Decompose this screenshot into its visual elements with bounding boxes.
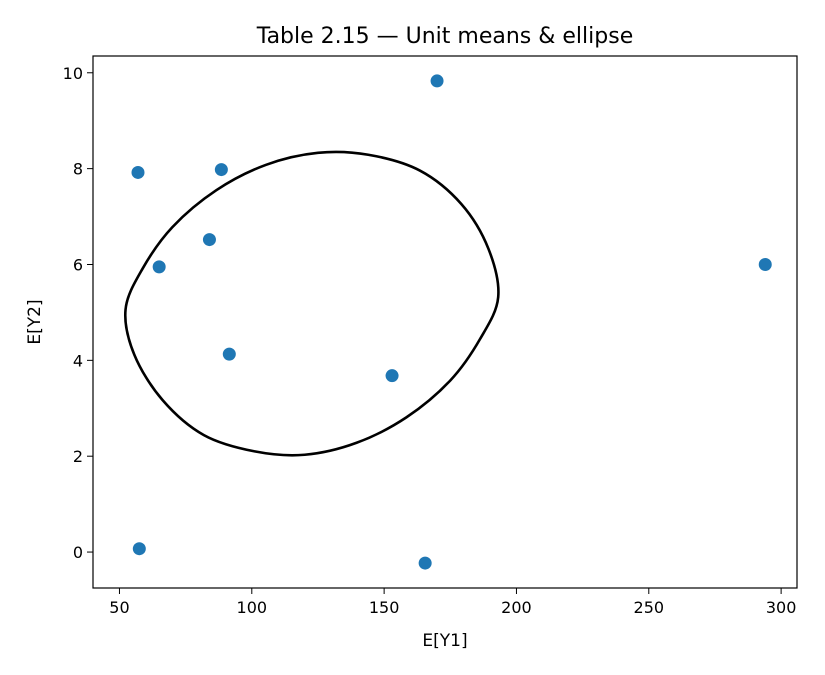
plot-frame bbox=[92, 55, 798, 589]
y-tick-label: 4 bbox=[73, 351, 83, 370]
data-point bbox=[202, 233, 216, 247]
x-axis-ticks: 50 100 150 200 250 300 bbox=[109, 588, 796, 617]
x-tick-label: 50 bbox=[109, 598, 129, 617]
data-point bbox=[418, 556, 432, 570]
data-point bbox=[758, 257, 772, 271]
data-point bbox=[214, 163, 228, 177]
data-point bbox=[131, 165, 145, 179]
data-point bbox=[222, 347, 236, 361]
y-tick-label: 6 bbox=[73, 255, 83, 274]
data-point bbox=[152, 260, 166, 274]
y-tick-label: 2 bbox=[73, 447, 83, 466]
x-tick-label: 100 bbox=[237, 598, 268, 617]
y-axis-ticks: 0 2 4 6 8 10 bbox=[63, 64, 93, 562]
x-tick-label: 300 bbox=[766, 598, 797, 617]
x-tick-label: 250 bbox=[634, 598, 665, 617]
data-points bbox=[131, 74, 772, 570]
plot-area: 50 100 150 200 250 300 0 2 4 6 8 10 bbox=[63, 55, 798, 617]
data-point bbox=[430, 74, 444, 88]
x-tick-label: 200 bbox=[501, 598, 532, 617]
x-tick-label: 150 bbox=[369, 598, 400, 617]
chart-title: Table 2.15 — Unit means & ellipse bbox=[256, 24, 633, 49]
y-tick-label: 8 bbox=[73, 160, 83, 179]
y-tick-label: 0 bbox=[73, 543, 83, 562]
data-point bbox=[132, 542, 146, 556]
data-point bbox=[385, 369, 399, 383]
y-axis-label: E[Y2] bbox=[25, 299, 45, 344]
y-tick-label: 10 bbox=[63, 64, 83, 83]
confidence-ellipse bbox=[123, 150, 500, 457]
x-axis-label: E[Y1] bbox=[422, 631, 467, 651]
